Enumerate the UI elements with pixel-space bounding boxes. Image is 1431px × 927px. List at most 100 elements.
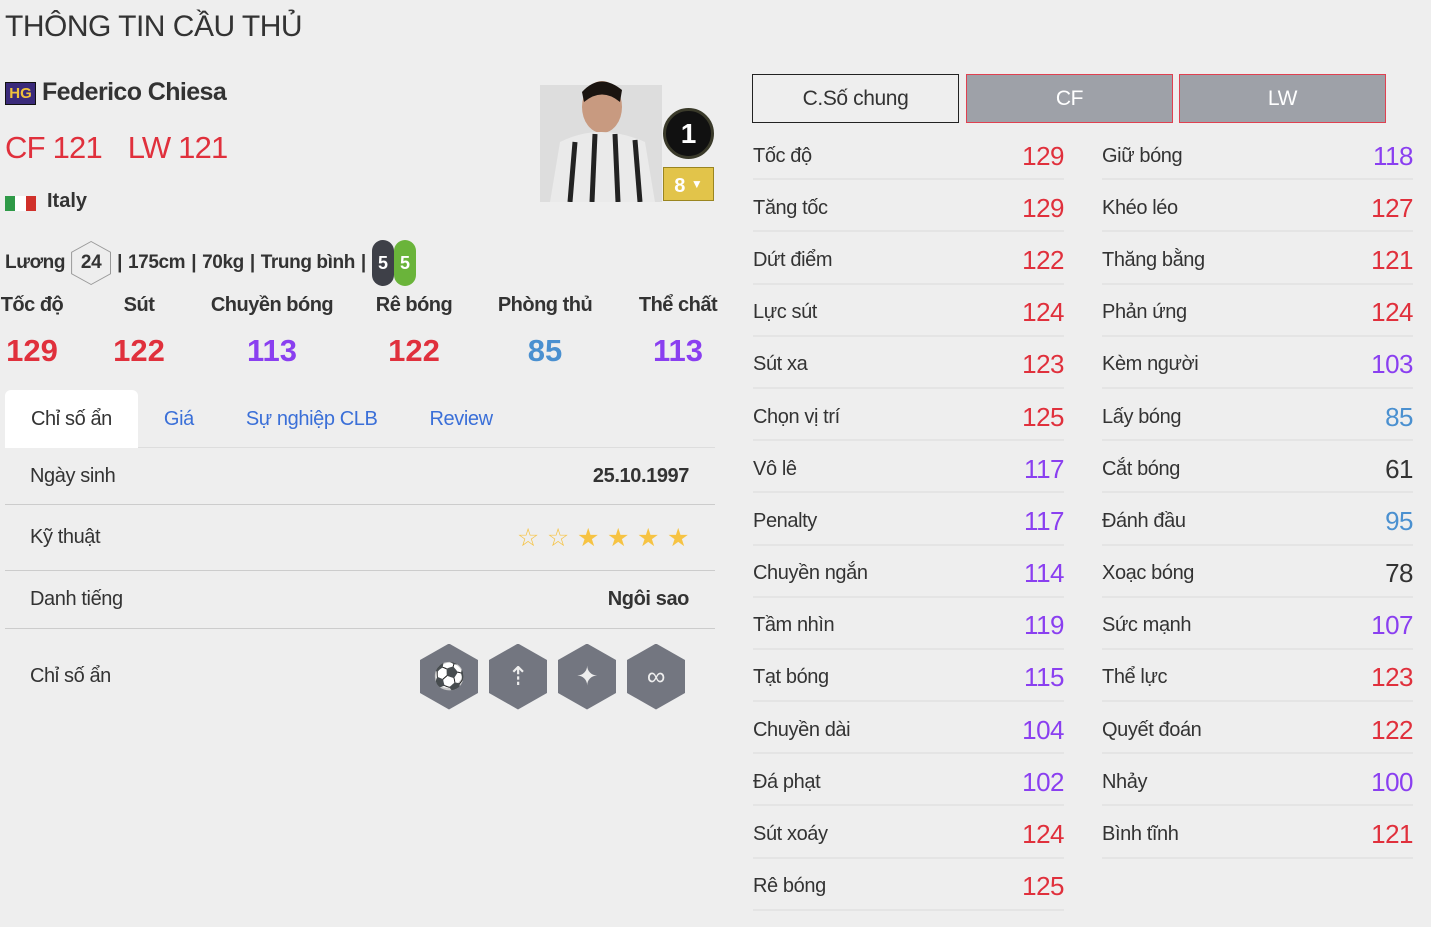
stat-label: Sút xa [753,353,808,376]
stat-label: Tốc độ [753,144,812,167]
stat-value: 102 [1022,766,1064,797]
main-stat: Thể chất 113 [608,294,748,369]
weight: 70kg [202,252,244,273]
stat-row: Kèm người 103 [1102,337,1413,389]
stat-value: 123 [1022,349,1064,380]
main-stat: Sút 122 [69,294,209,369]
stat-row: Giữ bóng 118 [1102,128,1413,181]
star-filled-icon: ★ [666,523,689,552]
hidden-traits-row: Chỉ số ẩn ⚽ ⇡ ✦ ∞ [5,629,715,724]
skill-row: Kỹ thuật ☆ ☆ ★ ★ ★ ★ [5,505,715,571]
main-stat-label: Sút [123,294,155,316]
star-filled-icon: ★ [606,523,629,552]
birth-date: 25.10.1997 [592,464,690,487]
stat-value: 119 [1024,610,1064,641]
stat-label: Vô lê [753,457,797,480]
main-stat-value: 122 [113,333,165,368]
stat-label: Rê bóng [753,875,826,898]
stat-value: 100 [1371,766,1413,797]
stat-value: 117 [1024,453,1064,484]
stat-label: Tầm nhìn [753,614,835,637]
stat-value: 61 [1385,453,1413,484]
stat-label: Thăng bằng [1102,248,1205,271]
cf-stats-button[interactable]: CF [966,74,1173,123]
stat-value: 122 [1371,714,1413,745]
stat-label: Bình tĩnh [1102,823,1179,846]
stat-value: 125 [1022,871,1064,902]
stat-row: Đánh đầu 95 [1102,493,1413,546]
lw-stats-button[interactable]: LW [1179,74,1386,123]
stat-row: Quyết đoán 122 [1102,702,1413,755]
stat-row: Đá phạt 102 [753,754,1064,807]
stat-value: 124 [1022,297,1064,328]
height: 175cm [128,252,186,273]
stat-label: Quyết đoán [1102,718,1202,741]
position-rating-cf: CF 121 [5,130,103,165]
main-stat-label: Tốc độ [0,294,64,316]
star-filled-icon: ★ [576,523,599,552]
stat-label: Tăng tốc [753,196,828,219]
stat-row: Phản ứng 124 [1102,285,1413,337]
stat-value: 129 [1022,192,1064,223]
stat-value: 104 [1022,714,1064,745]
stat-row: Nhảy 100 [1102,754,1413,807]
main-stat: Phòng thủ 85 [475,294,615,369]
stat-row: Lấy bóng 85 [1102,389,1413,442]
position-ratings: CF 121 LW 121 [5,130,245,166]
stat-label: Sút xoáy [753,823,828,846]
stat-row: Chuyền ngắn 114 [753,546,1064,598]
nation: Italy [47,190,88,212]
stat-row: Khéo léo 127 [1102,180,1413,233]
tab-club-career[interactable]: Sự nghiệp CLB [245,408,378,430]
star-empty-icon: ☆ [546,523,569,552]
stat-value: 118 [1373,140,1413,171]
main-stat-label: Thể chất [638,294,718,316]
page-title: THÔNG TIN CẦU THỦ [5,10,303,43]
stat-row: Dứt điểm 122 [753,232,1064,285]
stat-row: Chuyền dài 104 [753,702,1064,755]
main-stat-value: 129 [6,333,58,368]
goal-shot-icon[interactable]: ⚽ [420,643,478,710]
player-info: Lương 24 | 175cm | 70kg | Trung bình | 5 5 [5,240,416,286]
stat-row: Sút xoáy 124 [753,806,1064,859]
star-filled-icon: ★ [636,523,659,552]
stat-value: 121 [1371,244,1413,275]
stat-value: 103 [1371,349,1413,380]
stat-value: 129 [1022,140,1064,171]
stat-row: Vô lê 117 [753,441,1064,494]
main-stat-label: Chuyền bóng [210,294,334,316]
stat-row: Tốc độ 129 [753,128,1064,181]
body-type: Trung bình [260,252,356,273]
stat-value: 125 [1022,401,1064,432]
stat-value: 117 [1024,505,1064,536]
stat-value: 124 [1371,297,1413,328]
jersey-number: 1 [663,108,714,159]
stat-value: 123 [1371,662,1413,693]
main-stat-value: 113 [652,333,703,368]
upgrade-level-dropdown[interactable]: 8 ▼ [663,167,714,201]
stat-label: Lấy bóng [1102,405,1182,428]
stat-row: Tầm nhìn 119 [753,598,1064,650]
salary-label: Lương [5,252,66,273]
stat-label: Cắt bóng [1102,457,1180,480]
stat-label: Khéo léo [1102,196,1178,219]
star-empty-icon: ☆ [516,523,539,552]
tab-price[interactable]: Giá [163,408,194,430]
tab-hidden-stats[interactable]: Chỉ số ẩn [5,390,138,448]
flair-passing-icon[interactable]: ∞ [627,643,685,710]
right-foot-icon: 5 [393,240,416,286]
stat-label: Chuyền ngắn [753,562,868,585]
general-stats-button[interactable]: C.Số chung [752,74,959,123]
stat-value: 122 [1022,244,1064,275]
power-header-icon[interactable]: ⇡ [489,643,547,710]
tab-review[interactable]: Review [429,408,493,430]
stat-row: Cắt bóng 61 [1102,441,1413,494]
stat-value: 115 [1024,662,1064,693]
speed-dribbler-icon[interactable]: ✦ [558,643,616,710]
main-stat: Rê bóng 122 [344,294,484,369]
stat-row: Thể lực 123 [1102,650,1413,703]
main-stat-value: 85 [527,333,563,368]
stat-label: Nhảy [1102,770,1148,793]
stat-value: 114 [1024,558,1064,589]
stat-value: 124 [1022,819,1064,850]
